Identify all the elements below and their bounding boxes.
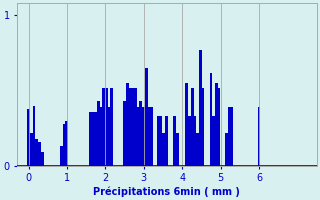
Bar bbox=[157, 116, 160, 166]
Bar bbox=[100, 107, 102, 166]
Bar bbox=[160, 116, 163, 166]
Bar bbox=[140, 101, 142, 166]
Bar bbox=[89, 112, 92, 166]
Bar bbox=[123, 101, 126, 166]
X-axis label: Précipitations 6min ( mm ): Précipitations 6min ( mm ) bbox=[93, 186, 240, 197]
Bar bbox=[218, 88, 220, 166]
Bar bbox=[210, 73, 212, 166]
Bar bbox=[228, 107, 231, 166]
Bar bbox=[105, 88, 108, 166]
Bar bbox=[36, 139, 38, 166]
Bar bbox=[165, 116, 168, 166]
Bar bbox=[97, 101, 100, 166]
Bar bbox=[126, 83, 129, 166]
Bar bbox=[28, 109, 30, 166]
Bar bbox=[102, 88, 105, 166]
Bar bbox=[176, 133, 179, 166]
Bar bbox=[134, 88, 137, 166]
Bar bbox=[150, 107, 153, 166]
Bar bbox=[60, 146, 63, 166]
Bar bbox=[231, 107, 234, 166]
Bar bbox=[108, 107, 110, 166]
Bar bbox=[194, 116, 196, 166]
Bar bbox=[110, 88, 113, 166]
Bar bbox=[186, 83, 188, 166]
Bar bbox=[199, 50, 202, 166]
Bar bbox=[65, 121, 68, 166]
Bar bbox=[191, 88, 194, 166]
Bar bbox=[30, 133, 33, 166]
Bar bbox=[225, 133, 228, 166]
Bar bbox=[212, 116, 215, 166]
Bar bbox=[92, 112, 94, 166]
Bar bbox=[188, 116, 191, 166]
Bar bbox=[129, 88, 132, 166]
Bar bbox=[41, 152, 44, 166]
Bar bbox=[142, 107, 145, 166]
Bar bbox=[33, 106, 36, 166]
Bar bbox=[38, 142, 41, 166]
Bar bbox=[196, 133, 199, 166]
Bar bbox=[132, 88, 134, 166]
Bar bbox=[258, 107, 260, 166]
Bar bbox=[137, 107, 140, 166]
Bar bbox=[163, 133, 165, 166]
Bar bbox=[215, 83, 218, 166]
Bar bbox=[145, 68, 148, 166]
Bar bbox=[173, 116, 176, 166]
Bar bbox=[148, 107, 150, 166]
Bar bbox=[63, 124, 65, 166]
Bar bbox=[94, 112, 97, 166]
Bar bbox=[202, 88, 204, 166]
